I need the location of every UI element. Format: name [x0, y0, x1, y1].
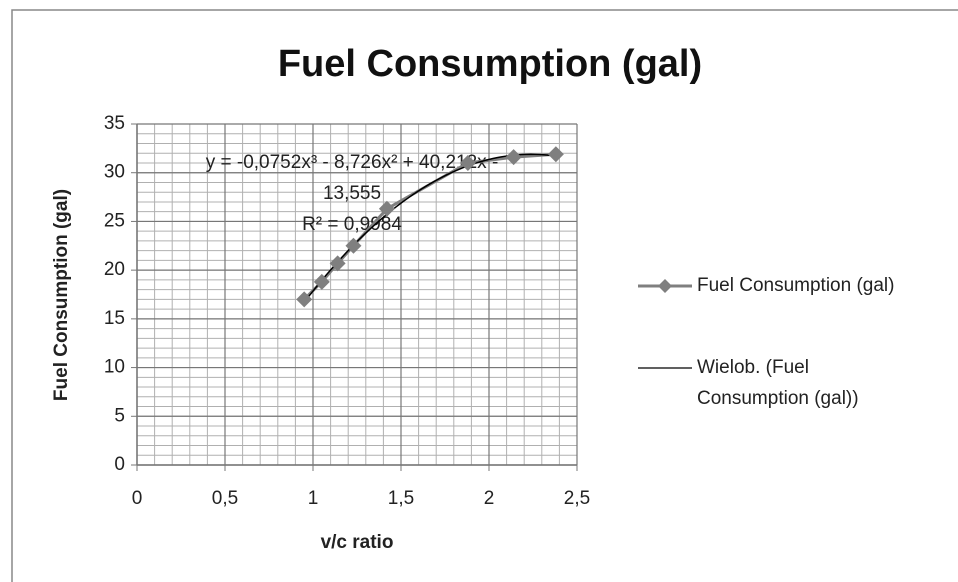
data-point — [329, 255, 346, 272]
y-tick-label: 10 — [104, 357, 125, 378]
legend-marker — [658, 279, 672, 293]
data-point — [459, 154, 476, 171]
x-axis-label: v/c ratio — [321, 532, 394, 553]
legend-label: Fuel Consumption (gal) — [697, 275, 895, 296]
data-point — [345, 237, 362, 254]
y-tick-label: 30 — [104, 162, 125, 183]
y-tick-label: 20 — [104, 259, 125, 280]
trendline-label: 13,555 — [323, 183, 381, 204]
data-point — [547, 146, 564, 163]
data-point — [378, 200, 395, 217]
chart-title: Fuel Consumption (gal) — [278, 43, 702, 85]
x-tick-label: 2,5 — [564, 488, 590, 509]
x-tick-label: 2 — [484, 488, 495, 509]
chart-border — [11, 9, 958, 582]
y-tick-label: 0 — [114, 454, 125, 475]
y-axis-label: Fuel Consumption (gal) — [51, 189, 72, 401]
x-tick-label: 1,5 — [388, 488, 414, 509]
y-tick-label: 5 — [114, 405, 125, 426]
legend-label: Wielob. (Fuel Consumption (gal)) — [697, 357, 859, 409]
trendline-label: R² = 0,9984 — [302, 214, 402, 235]
data-point — [313, 273, 330, 290]
x-tick-label: 0,5 — [212, 488, 238, 509]
y-tick-label: 25 — [104, 210, 125, 231]
x-tick-label: 0 — [132, 488, 143, 509]
y-tick-label: 35 — [104, 113, 125, 134]
data-point — [296, 291, 313, 308]
y-tick-label: 15 — [104, 308, 125, 329]
x-tick-label: 1 — [308, 488, 319, 509]
data-point — [505, 149, 522, 166]
trendline-label: y = -0,0752x³ - 8,726x² + 40,212x - — [206, 152, 499, 173]
